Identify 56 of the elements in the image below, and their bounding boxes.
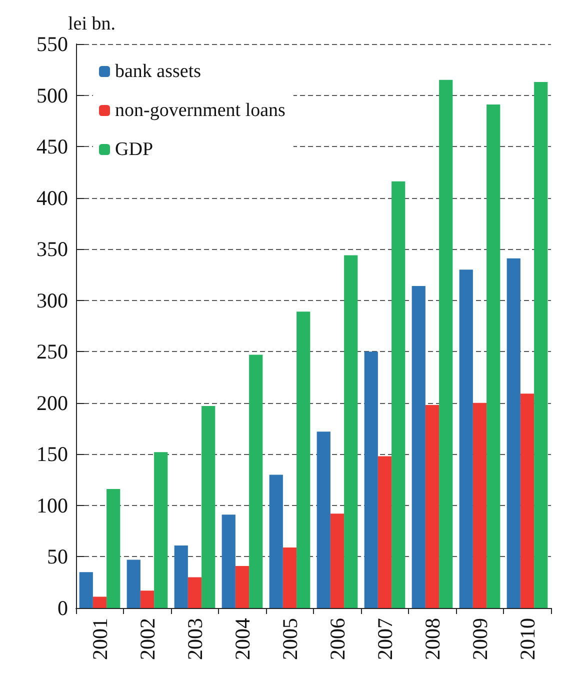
bar	[202, 406, 216, 608]
bar	[378, 456, 392, 608]
bar	[439, 80, 453, 608]
bar	[392, 181, 406, 608]
bar	[79, 572, 93, 608]
bar	[269, 474, 283, 608]
x-tick-label: 2007	[372, 618, 397, 660]
bar	[282, 548, 297, 608]
y-tick-label: 350	[36, 237, 68, 262]
x-tick-label: 2005	[278, 618, 302, 660]
x-tick-label: 2010	[515, 618, 540, 660]
bar	[520, 394, 534, 608]
x-tick-label: 2004	[230, 618, 254, 660]
bar	[344, 255, 358, 608]
y-tick-label: 100	[36, 493, 68, 518]
y-tick-label: 400	[36, 186, 68, 210]
y-tick-label: 450	[36, 134, 68, 159]
legend-label: non-government loans	[115, 100, 286, 121]
x-tick-label: 2001	[88, 618, 112, 660]
y-tick-label: 200	[36, 390, 68, 415]
bar	[249, 354, 263, 608]
x-tick-label: 2002	[135, 618, 160, 660]
bar	[459, 270, 473, 608]
y-tick-label: 550	[36, 32, 68, 56]
y-tick-label: 300	[36, 288, 68, 312]
bar	[486, 104, 500, 608]
bar	[126, 560, 140, 608]
bar	[412, 286, 426, 608]
bar	[222, 514, 236, 608]
bar	[425, 404, 440, 608]
y-tick-label: 150	[36, 442, 68, 466]
bar	[316, 432, 330, 608]
legend-label: bank assets	[115, 61, 202, 82]
y-axis-title: lei bn.	[68, 14, 116, 35]
bar	[296, 312, 310, 608]
bar	[188, 577, 202, 608]
bar	[506, 258, 520, 608]
legend-label: GDP	[115, 139, 154, 160]
bar	[140, 590, 154, 608]
x-tick-label: 2003	[182, 618, 207, 660]
bar	[235, 566, 250, 608]
y-tick-label: 50	[47, 544, 68, 569]
bar	[154, 452, 168, 608]
x-tick-label: 2009	[468, 618, 492, 660]
bar	[534, 82, 548, 608]
y-tick-label: 0	[58, 596, 68, 620]
y-tick-label: 500	[36, 83, 68, 108]
bar	[174, 545, 188, 608]
bar	[92, 596, 107, 608]
x-tick-label: 2008	[420, 618, 444, 660]
bar	[472, 402, 487, 608]
y-tick-label: 250	[36, 340, 68, 364]
bar	[330, 514, 344, 608]
bar	[106, 489, 120, 608]
x-tick-label: 2006	[325, 618, 350, 660]
bar	[364, 352, 378, 608]
